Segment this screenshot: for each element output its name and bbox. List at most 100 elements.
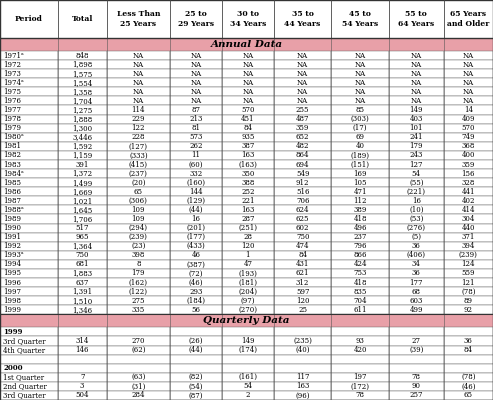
Text: (31): (31) [131, 382, 145, 390]
Text: 27: 27 [412, 337, 421, 345]
Text: 56: 56 [191, 306, 200, 314]
Text: (10): (10) [409, 206, 423, 214]
Text: (239): (239) [459, 251, 478, 259]
Text: 179: 179 [132, 270, 145, 278]
Text: 163: 163 [241, 152, 254, 160]
Text: 394: 394 [461, 242, 475, 250]
Bar [331, 124, 389, 133]
Bar [0, 178, 58, 187]
Text: NA: NA [133, 88, 144, 96]
Bar [58, 251, 107, 260]
Bar [331, 133, 389, 142]
Text: 78: 78 [412, 373, 421, 381]
Text: 1,554: 1,554 [72, 79, 92, 87]
Bar [107, 151, 170, 160]
Bar [170, 142, 222, 151]
Text: 120: 120 [296, 297, 310, 305]
Text: NA: NA [297, 88, 308, 96]
Text: NA: NA [190, 97, 202, 105]
Text: Total: Total [71, 15, 93, 23]
Bar [222, 78, 274, 87]
Text: 109: 109 [132, 215, 145, 223]
Text: 25: 25 [298, 306, 307, 314]
Bar [58, 260, 107, 269]
Text: NA: NA [463, 88, 474, 96]
Bar [444, 160, 493, 169]
Bar [222, 160, 274, 169]
Text: 87: 87 [191, 106, 200, 114]
Text: 7: 7 [80, 373, 84, 381]
Text: (406): (406) [407, 251, 426, 259]
Text: 163: 163 [241, 206, 254, 214]
Bar [0, 124, 58, 133]
Text: (221): (221) [407, 188, 426, 196]
Bar [444, 96, 493, 106]
Bar [107, 233, 170, 242]
Bar [274, 78, 331, 87]
Bar [222, 269, 274, 278]
Bar [389, 224, 444, 233]
Bar [107, 196, 170, 205]
Bar [444, 269, 493, 278]
Bar [170, 364, 222, 373]
Bar [0, 305, 58, 314]
Bar [389, 354, 444, 364]
Bar [170, 346, 222, 354]
Text: (189): (189) [351, 152, 370, 160]
Bar [274, 251, 331, 260]
Text: 1,364: 1,364 [72, 242, 92, 250]
Bar [389, 87, 444, 96]
Text: 424: 424 [353, 260, 367, 268]
Bar [331, 346, 389, 354]
Bar [0, 260, 58, 269]
Bar [389, 251, 444, 260]
Text: 84: 84 [298, 251, 307, 259]
Bar [444, 296, 493, 305]
Text: 1,021: 1,021 [72, 197, 92, 205]
Bar [274, 160, 331, 169]
Text: 409: 409 [461, 115, 475, 123]
Bar [389, 196, 444, 205]
Bar [170, 260, 222, 269]
Text: NA: NA [133, 97, 144, 105]
Bar [222, 260, 274, 269]
Bar [0, 51, 58, 60]
Bar [222, 354, 274, 364]
Bar [389, 346, 444, 354]
Text: 387: 387 [241, 142, 254, 150]
Bar [222, 391, 274, 400]
Bar [444, 251, 493, 260]
Text: (54): (54) [189, 382, 203, 390]
Bar [0, 114, 58, 124]
Text: (53): (53) [409, 215, 423, 223]
Text: 471: 471 [353, 188, 367, 196]
Text: (270): (270) [239, 306, 257, 314]
Text: 750: 750 [296, 233, 310, 241]
Text: 418: 418 [353, 278, 367, 286]
Bar [274, 364, 331, 373]
Bar [58, 336, 107, 346]
Text: 402: 402 [461, 197, 475, 205]
Bar [107, 373, 170, 382]
Bar [58, 296, 107, 305]
Bar [0, 314, 493, 327]
Text: 101: 101 [410, 124, 423, 132]
Bar [0, 364, 58, 373]
Text: (162): (162) [129, 278, 148, 286]
Text: 68: 68 [412, 288, 421, 296]
Text: 293: 293 [189, 288, 203, 296]
Text: 1988ᵃ: 1988ᵃ [3, 206, 24, 214]
Text: 121: 121 [461, 278, 475, 286]
Text: 92: 92 [464, 306, 473, 314]
Text: NA: NA [242, 97, 253, 105]
Bar [389, 260, 444, 269]
Text: 935: 935 [241, 133, 254, 141]
Bar [170, 178, 222, 187]
Bar [444, 142, 493, 151]
Bar [274, 151, 331, 160]
Bar [0, 187, 58, 196]
Bar [274, 260, 331, 269]
Text: 474: 474 [296, 242, 310, 250]
Text: (163): (163) [239, 160, 257, 168]
Text: 84: 84 [464, 346, 473, 354]
